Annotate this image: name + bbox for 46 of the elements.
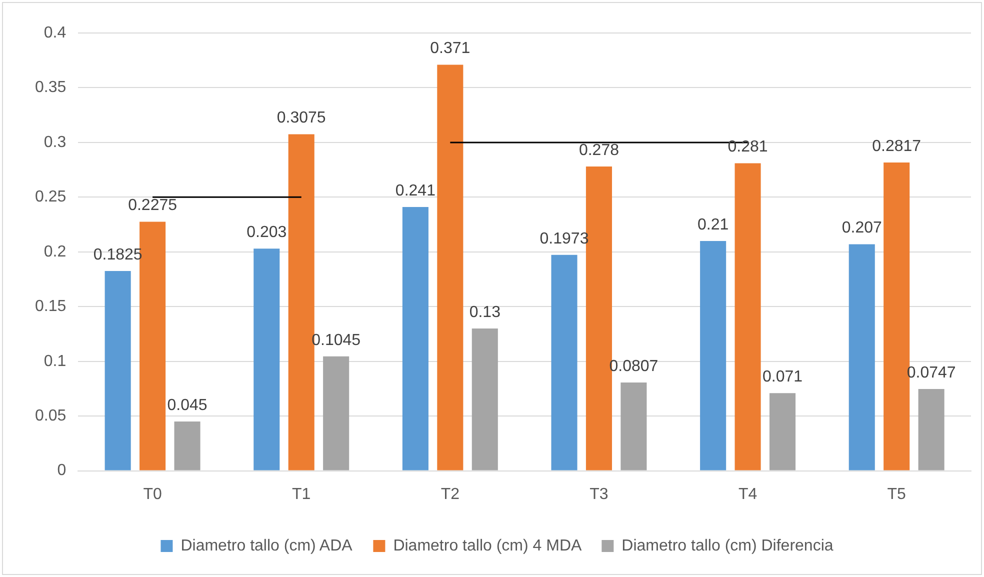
x-tick-label: T2: [440, 486, 460, 503]
data-label: 0.3075: [276, 110, 326, 127]
data-label: 0.371: [430, 40, 470, 58]
y-tick-label: 0.25: [35, 188, 66, 206]
bar: [472, 328, 498, 470]
data-label: 0.281: [728, 138, 768, 156]
y-tick-label: 0.3: [44, 134, 66, 151]
bar: [620, 382, 647, 470]
legend-label: Diametro tallo (cm) ADA: [180, 537, 353, 554]
bar: [769, 393, 796, 470]
data-label: 0.071: [762, 368, 803, 386]
bar: [402, 207, 428, 470]
bar: [918, 389, 944, 470]
x-tick-label: T0: [143, 486, 162, 503]
x-tick-label: T1: [292, 486, 311, 503]
bar: [551, 254, 578, 470]
data-label: 0.278: [578, 142, 620, 159]
bar: [254, 248, 280, 470]
bar: [437, 64, 464, 470]
y-tick-label: 0.1: [44, 352, 66, 370]
y-tick-label: 0: [57, 462, 66, 480]
data-label: 0.2275: [128, 197, 178, 214]
bar: [848, 244, 875, 470]
data-label: 0.241: [395, 182, 436, 200]
data-label: 0.203: [246, 224, 287, 242]
bar: [140, 222, 166, 470]
bar: [174, 422, 200, 470]
data-label: 0.045: [167, 396, 208, 414]
x-tick-label: T5: [887, 486, 906, 503]
data-label: 0.207: [842, 220, 882, 237]
y-tick-label: 0.15: [35, 298, 66, 316]
y-tick-label: 0.2: [44, 243, 66, 260]
legend-label: Diametro tallo (cm) Diferencia: [622, 537, 834, 554]
bar: [734, 163, 761, 470]
bar: [700, 240, 726, 470]
data-label: 0.21: [697, 216, 729, 234]
bar: [323, 356, 350, 470]
x-tick-label: T4: [738, 486, 758, 503]
x-tick-label: T3: [590, 486, 608, 503]
y-tick-label: 0.35: [35, 79, 66, 96]
data-label: 0.13: [469, 304, 501, 321]
legend-label: Diametro tallo (cm) 4 MDA: [393, 537, 582, 554]
bar: [104, 271, 131, 470]
y-tick-label: 0.4: [44, 24, 66, 42]
y-tick-label: 0.05: [35, 407, 66, 424]
data-label: 0.2817: [872, 138, 922, 155]
